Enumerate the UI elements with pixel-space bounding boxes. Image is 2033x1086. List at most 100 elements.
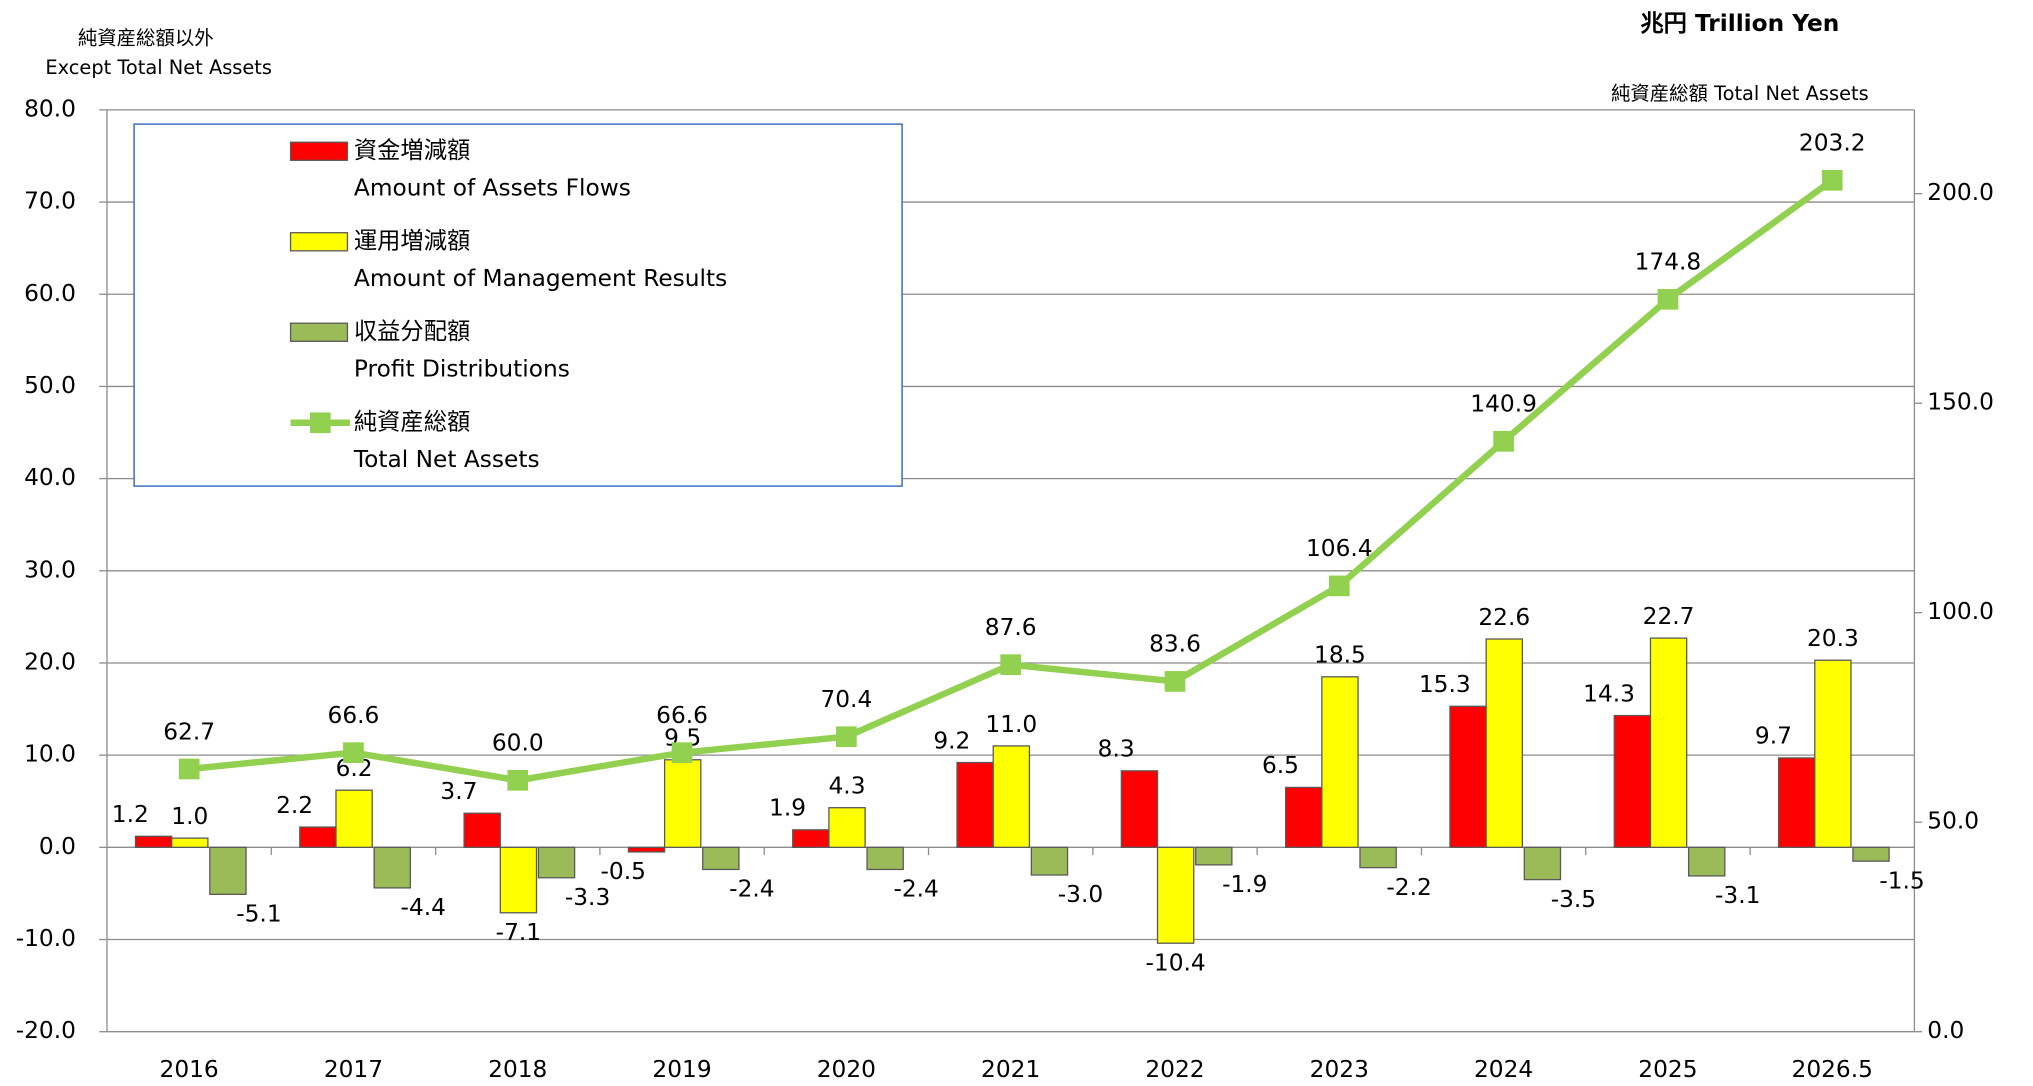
value-label: -2.4 xyxy=(729,876,774,903)
bar xyxy=(792,829,830,848)
value-label: 9.7 xyxy=(1755,723,1792,750)
bar xyxy=(499,846,538,914)
line-marker xyxy=(507,769,529,791)
bar xyxy=(828,807,866,848)
bar xyxy=(1814,659,1852,848)
x-tick-label: 2019 xyxy=(652,1056,711,1083)
value-label: 11.0 xyxy=(985,711,1037,738)
bar xyxy=(373,846,411,889)
y-tick-label: -10.0 xyxy=(16,925,76,952)
legend-label-en: Amount of Assets Flows xyxy=(354,174,631,201)
value-label: 2.2 xyxy=(276,792,313,819)
y-tick-label: 50.0 xyxy=(24,372,76,399)
value-label: 140.9 xyxy=(1470,391,1537,418)
line-marker xyxy=(343,742,364,763)
line-marker xyxy=(671,742,693,763)
value-label: -3.3 xyxy=(565,884,610,911)
bar xyxy=(1156,846,1195,944)
bar xyxy=(866,846,904,871)
bar xyxy=(956,761,994,848)
bar xyxy=(299,826,337,848)
legend-box xyxy=(133,123,903,487)
x-tick-label: 2026.5 xyxy=(1792,1056,1873,1083)
value-label: 6.5 xyxy=(1262,752,1299,779)
value-label: 203.2 xyxy=(1799,130,1866,157)
x-tick-label: 2022 xyxy=(1145,1056,1204,1083)
bar xyxy=(663,759,702,848)
x-tick-label: 2016 xyxy=(160,1056,219,1083)
line-marker xyxy=(1657,288,1679,310)
x-tick-label: 2017 xyxy=(324,1056,383,1083)
legend-swatch xyxy=(289,232,349,252)
y2-tick-label: 100.0 xyxy=(1927,598,1994,625)
bar xyxy=(1485,638,1524,848)
value-label: 4.3 xyxy=(829,773,866,800)
line-marker xyxy=(836,726,857,748)
bar xyxy=(335,789,373,848)
line-marker xyxy=(178,758,200,780)
legend-marker xyxy=(309,412,331,434)
line-marker xyxy=(1493,430,1514,452)
value-label: 60.0 xyxy=(492,730,544,757)
value-label: -2.2 xyxy=(1386,874,1431,901)
value-label: -2.4 xyxy=(893,876,938,903)
value-label: -3.5 xyxy=(1551,886,1596,913)
bar xyxy=(1449,705,1487,848)
x-tick-label: 2021 xyxy=(981,1056,1040,1083)
value-label: 20.3 xyxy=(1807,625,1859,652)
value-label: 62.7 xyxy=(163,718,215,745)
y-axis-title: 純資産総額以外 xyxy=(78,26,214,49)
y-tick-label: 80.0 xyxy=(24,95,76,122)
x-tick-label: 2018 xyxy=(488,1056,547,1083)
bar xyxy=(537,846,576,879)
y-tick-label: 0.0 xyxy=(39,833,76,860)
value-label: 15.3 xyxy=(1419,671,1471,698)
y-tick-label: 40.0 xyxy=(24,464,76,491)
value-label: 3.7 xyxy=(440,778,477,805)
value-label: 22.7 xyxy=(1643,603,1695,630)
value-label: -5.1 xyxy=(236,901,281,928)
legend-swatch xyxy=(289,141,349,161)
value-label: 66.6 xyxy=(328,702,380,729)
y-tick-label: 30.0 xyxy=(24,556,76,583)
bar xyxy=(1613,714,1652,848)
bar xyxy=(1852,846,1890,862)
line-marker xyxy=(1328,575,1350,597)
bar xyxy=(1120,770,1159,848)
value-label: 1.2 xyxy=(112,801,149,828)
value-label: -3.1 xyxy=(1715,882,1760,909)
bar xyxy=(1777,757,1816,848)
value-label: 66.6 xyxy=(656,702,708,729)
bar xyxy=(1030,846,1069,876)
value-label: -4.4 xyxy=(401,894,446,921)
bar xyxy=(463,812,501,848)
legend-label: 資金増減額 xyxy=(354,137,470,164)
bar xyxy=(992,745,1031,848)
x-tick-label: 2023 xyxy=(1310,1056,1369,1083)
value-label: 83.6 xyxy=(1149,631,1201,658)
bar xyxy=(134,835,173,848)
y2-tick-label: 150.0 xyxy=(1927,389,1994,416)
value-label: -7.1 xyxy=(496,919,541,946)
legend-label: 運用増減額 xyxy=(354,227,470,254)
bar xyxy=(1195,846,1233,866)
value-label: 14.3 xyxy=(1583,680,1635,707)
value-label: -3.0 xyxy=(1058,881,1103,908)
value-label: 8.3 xyxy=(1098,736,1135,763)
x-tick-label: 2020 xyxy=(817,1056,876,1083)
value-label: 22.6 xyxy=(1478,604,1530,631)
value-label: 106.4 xyxy=(1306,535,1373,562)
x-tick-label: 2025 xyxy=(1638,1056,1697,1083)
value-label: -1.9 xyxy=(1222,871,1267,898)
value-label: 9.2 xyxy=(933,727,970,754)
value-label: 70.4 xyxy=(820,686,872,713)
y-tick-label: 70.0 xyxy=(24,188,76,215)
value-label: 18.5 xyxy=(1314,642,1366,669)
y-axis-title-en: Except Total Net Assets xyxy=(45,56,272,79)
legend-label-en: Total Net Assets xyxy=(353,446,540,473)
y-tick-label: 10.0 xyxy=(24,741,76,768)
legend-label: 収益分配額 xyxy=(354,318,470,345)
y2-tick-label: 0.0 xyxy=(1927,1017,1964,1044)
bar xyxy=(627,846,666,853)
